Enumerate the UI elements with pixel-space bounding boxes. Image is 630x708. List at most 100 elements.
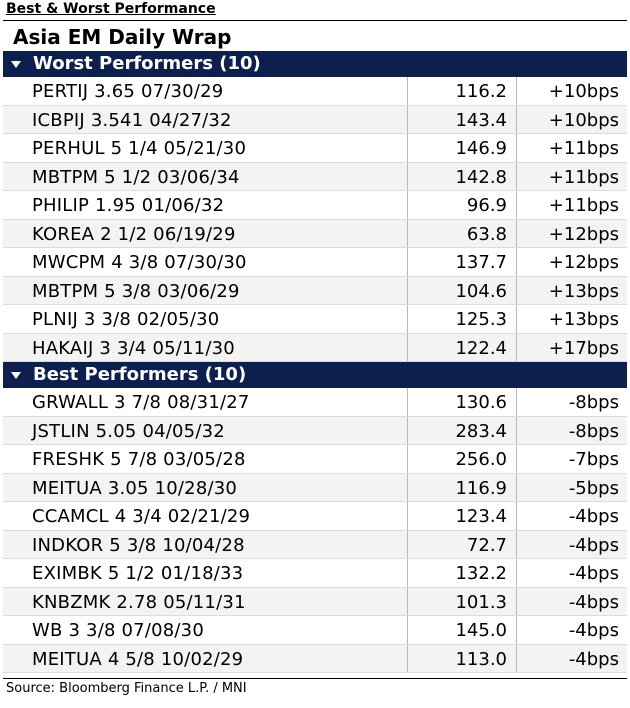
table-row: MWCPM 4 3/8 07/30/30 137.7 +12bps — [3, 248, 627, 277]
change-value: +11bps — [548, 195, 619, 216]
column-divider — [516, 587, 517, 615]
table-row: FRESHK 5 7/8 03/05/28 256.0 -7bps — [3, 445, 627, 474]
column-divider — [516, 105, 517, 133]
bond-name: PERHUL 5 1/4 05/21/30 — [32, 138, 247, 159]
change-value: -4bps — [568, 648, 619, 670]
table-row: KOREA 2 1/2 06/19/29 63.8 +12bps — [3, 219, 627, 248]
column-divider — [407, 219, 408, 247]
column-divider — [407, 616, 408, 644]
column-divider — [407, 644, 408, 672]
worst-performers-header: Worst Performers (10) — [3, 51, 627, 77]
table-row: EXIMBK 5 1/2 01/18/33 132.2 -4bps — [3, 559, 627, 588]
bond-name: PHILIP 1.95 01/06/32 — [32, 195, 225, 216]
price-value: 125.3 — [455, 309, 507, 330]
wrap-title: Asia EM Daily Wrap — [13, 25, 232, 49]
price-value: 137.7 — [455, 252, 507, 273]
price-value: 283.4 — [455, 420, 507, 442]
table-row: PLNIJ 3 3/8 02/05/30 125.3 +13bps — [3, 305, 627, 334]
best-performers-label: Best Performers (10) — [33, 364, 247, 385]
page-title: Best & Worst Performance — [6, 1, 216, 17]
column-divider — [407, 305, 408, 333]
worst-performers-label: Worst Performers (10) — [33, 53, 261, 74]
column-divider — [516, 134, 517, 162]
column-divider — [407, 502, 408, 530]
column-divider — [407, 276, 408, 304]
change-value: +10bps — [548, 109, 619, 131]
price-value: 116.2 — [455, 81, 507, 102]
bond-name: HAKAIJ 3 3/4 05/11/30 — [32, 337, 235, 359]
column-divider — [516, 219, 517, 247]
column-divider — [516, 191, 517, 219]
best-performers-list: GRWALL 3 7/8 08/31/27 130.6 -8bps JSTLIN 5.… — [3, 388, 627, 673]
column-divider — [516, 530, 517, 558]
change-value: -4bps — [568, 534, 619, 556]
column-divider — [516, 416, 517, 444]
table-row: HAKAIJ 3 3/4 05/11/30 122.4 +17bps — [3, 333, 627, 362]
price-value: 72.7 — [466, 534, 507, 556]
price-value: 145.0 — [455, 620, 507, 641]
bond-name: MEITUA 4 5/8 10/02/29 — [32, 648, 244, 670]
column-divider — [516, 276, 517, 304]
table-row: MEITUA 4 5/8 10/02/29 113.0 -4bps — [3, 644, 627, 673]
column-divider — [516, 77, 517, 105]
performance-table: Asia EM Daily Wrap Worst Performers (10)… — [3, 20, 627, 679]
column-divider — [407, 191, 408, 219]
change-value: -7bps — [568, 449, 619, 470]
bond-name: INDKOR 5 3/8 10/04/28 — [32, 534, 245, 556]
column-divider — [516, 502, 517, 530]
column-divider — [407, 77, 408, 105]
price-value: 96.9 — [466, 195, 507, 216]
bond-name: FRESHK 5 7/8 03/05/28 — [32, 449, 246, 470]
table-row: PERHUL 5 1/4 05/21/30 146.9 +11bps — [3, 134, 627, 163]
column-divider — [407, 530, 408, 558]
bond-name: MBTPM 5 3/8 03/06/29 — [32, 280, 240, 302]
change-value: +17bps — [548, 337, 619, 359]
triangle-down-icon — [11, 61, 21, 68]
column-divider — [516, 644, 517, 672]
column-divider — [407, 587, 408, 615]
bond-name: CCAMCL 4 3/4 02/21/29 — [32, 506, 251, 527]
table-row: CCAMCL 4 3/4 02/21/29 123.4 -4bps — [3, 502, 627, 531]
price-value: 122.4 — [455, 337, 507, 359]
column-divider — [516, 333, 517, 361]
change-value: +11bps — [548, 166, 619, 188]
table-row: MEITUA 3.05 10/28/30 116.9 -5bps — [3, 473, 627, 502]
change-value: -4bps — [568, 563, 619, 584]
table-row: WB 3 3/8 07/08/30 145.0 -4bps — [3, 616, 627, 645]
price-value: 116.9 — [455, 477, 507, 499]
table-row: PHILIP 1.95 01/06/32 96.9 +11bps — [3, 191, 627, 220]
column-divider — [407, 105, 408, 133]
price-value: 143.4 — [455, 109, 507, 131]
price-value: 113.0 — [455, 648, 507, 670]
change-value: +11bps — [548, 138, 619, 159]
worst-performers-list: PERTIJ 3.65 07/30/29 116.2 +10bps ICBPIJ 3.… — [3, 77, 627, 362]
change-value: -4bps — [568, 591, 619, 613]
table-row: ICBPIJ 3.541 04/27/32 143.4 +10bps — [3, 105, 627, 134]
column-divider — [407, 388, 408, 416]
price-value: 123.4 — [455, 506, 507, 527]
price-value: 146.9 — [455, 138, 507, 159]
change-value: +12bps — [548, 252, 619, 273]
column-divider — [516, 616, 517, 644]
change-value: +13bps — [548, 309, 619, 330]
column-divider — [407, 473, 408, 501]
column-divider — [516, 388, 517, 416]
change-value: -8bps — [568, 420, 619, 442]
price-value: 104.6 — [455, 280, 507, 302]
column-divider — [407, 162, 408, 190]
column-divider — [407, 134, 408, 162]
bond-name: PERTIJ 3.65 07/30/29 — [32, 81, 224, 102]
bond-name: ICBPIJ 3.541 04/27/32 — [32, 109, 232, 131]
bond-name: JSTLIN 5.05 04/05/32 — [32, 420, 225, 442]
column-divider — [516, 559, 517, 587]
column-divider — [407, 416, 408, 444]
change-value: -4bps — [568, 506, 619, 527]
price-value: 130.6 — [455, 392, 507, 413]
change-value: +10bps — [548, 81, 619, 102]
column-divider — [407, 248, 408, 276]
table-row: KNBZMK 2.78 05/11/31 101.3 -4bps — [3, 587, 627, 616]
price-value: 132.2 — [455, 563, 507, 584]
column-divider — [516, 162, 517, 190]
table-row: GRWALL 3 7/8 08/31/27 130.6 -8bps — [3, 388, 627, 417]
change-value: -4bps — [568, 620, 619, 641]
